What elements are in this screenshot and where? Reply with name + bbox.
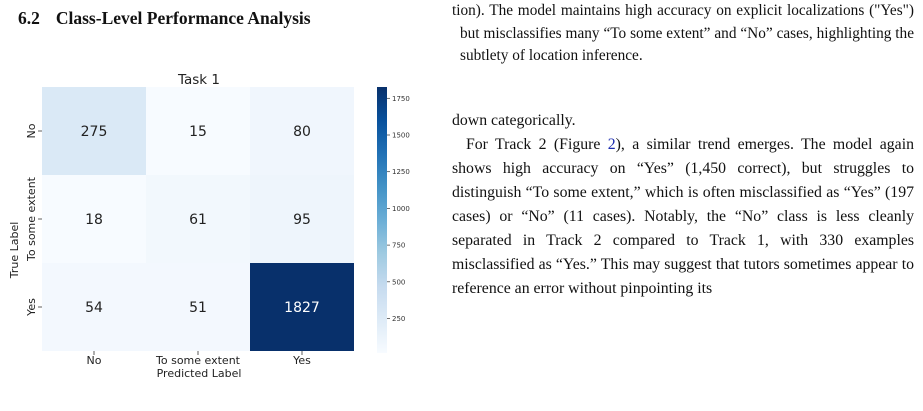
heatmap-cell — [250, 87, 354, 175]
cell-value-label: 275 — [81, 124, 108, 140]
section-title: Class-Level Performance Analysis — [55, 8, 311, 28]
colorbar-tick-label: 500 — [392, 278, 405, 286]
confusion-matrix-figure: Task 1 275 15 80 18 61 95 54 51 1827 No To some e… — [8, 72, 410, 380]
x-axis-ticks: No To some extent Yes — [87, 351, 311, 367]
chart-title: Task 1 — [177, 72, 220, 88]
cell-value-label: 95 — [293, 212, 311, 228]
colorbar-ticks: 250 500 750 1000 1250 1500 1750 — [387, 95, 410, 323]
heatmap-cell — [250, 175, 354, 263]
heatmap-cell — [146, 263, 250, 351]
x-axis-label: Predicted Label — [157, 367, 242, 380]
x-tick-label: No — [87, 354, 102, 367]
colorbar — [377, 87, 387, 353]
section-heading: 6.2 Class-Level Performance Analysis — [18, 8, 311, 29]
colorbar-tick-label: 1750 — [392, 95, 410, 103]
heatmap-cell — [146, 175, 250, 263]
cell-value-label: 54 — [85, 300, 103, 316]
cell-value-label: 1827 — [284, 300, 320, 316]
cell-value-label: 51 — [189, 300, 207, 316]
y-axis-ticks: No To some extent Yes — [25, 123, 42, 317]
cell-value-label: 18 — [85, 212, 103, 228]
section-number: 6.2 — [18, 8, 40, 28]
y-tick-label: No — [25, 123, 38, 138]
y-tick-label: To some extent — [25, 176, 38, 262]
cell-value-label: 15 — [189, 124, 207, 140]
x-tick-label: To some extent — [155, 354, 241, 367]
x-tick-label: Yes — [292, 354, 311, 367]
colorbar-tick-label: 250 — [392, 315, 405, 323]
figure-caption-continuation: tion). The model maintains high accuracy… — [452, 2, 914, 64]
cell-value-label: 61 — [189, 212, 207, 228]
colorbar-tick-label: 1250 — [392, 168, 410, 176]
colorbar-tick-label: 750 — [392, 242, 405, 250]
heatmap-cell — [42, 87, 146, 175]
paragraph-text-end: ), a similar trend emerges. The model ag… — [452, 135, 914, 297]
heatmap-cell — [250, 263, 354, 351]
heatmap-cell — [42, 175, 146, 263]
heatmap-cell — [146, 87, 250, 175]
track2-paragraph: For Track 2 (Figure 2), a similar trend … — [452, 133, 914, 301]
heatmap-cell — [42, 263, 146, 351]
paragraph-fragment: down categorically. — [452, 111, 576, 129]
right-column: tion). The model maintains high accuracy… — [452, 0, 914, 301]
y-tick-label: Yes — [25, 298, 38, 317]
figure-2-link[interactable]: 2 — [607, 135, 616, 153]
cell-value-label: 80 — [293, 124, 311, 140]
y-axis-label: True Label — [8, 222, 21, 280]
heatmap-cells: 275 15 80 18 61 95 54 51 1827 — [42, 87, 354, 351]
colorbar-tick-label: 1500 — [392, 132, 410, 140]
paragraph-text-start: For Track 2 (Figure — [466, 135, 608, 153]
colorbar-tick-label: 1000 — [392, 205, 410, 213]
